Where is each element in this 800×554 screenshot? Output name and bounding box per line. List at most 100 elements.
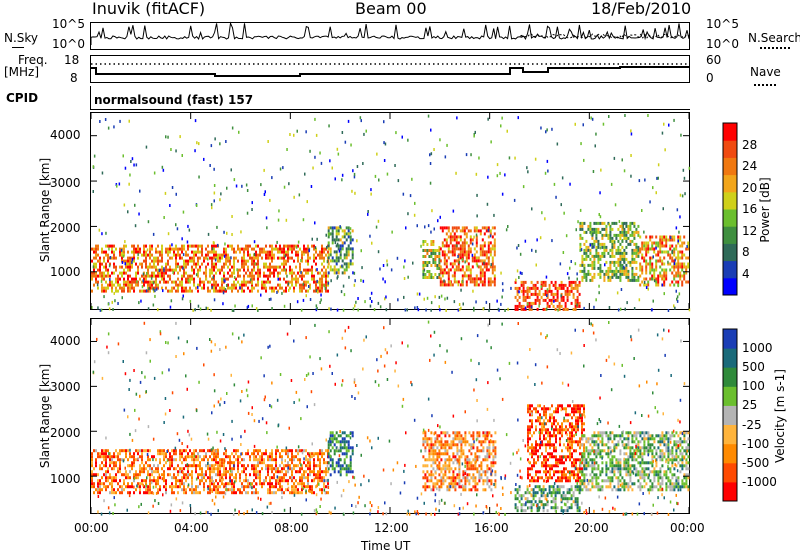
- echo-cell-0-0: [303, 280, 305, 284]
- echo-cell-0-4: [556, 295, 559, 299]
- echo-cell-0-0: [123, 259, 125, 263]
- echo-cell-0-5: [599, 230, 602, 234]
- echo-cell-1-0: [99, 485, 101, 489]
- echo-cell-1-4: [529, 452, 531, 456]
- scatter-point-0: [130, 160, 132, 163]
- echo-cell-1-3: [530, 503, 533, 507]
- echo-cell-1-2: [458, 473, 461, 477]
- echo-cell-0-0: [165, 247, 167, 251]
- scatter-point-0: [276, 240, 278, 244]
- echo-cell-1-0: [229, 464, 231, 468]
- echo-cell-0-3: [487, 262, 490, 266]
- echo-cell-1-4: [551, 476, 553, 480]
- scatter-point-0: [384, 280, 386, 284]
- echo-cell-1-4: [537, 416, 539, 420]
- echo-cell-1-0: [289, 476, 291, 480]
- echo-cell-1-2: [444, 461, 447, 465]
- echo-cell-1-2: [494, 452, 497, 456]
- scatter-point-0: [595, 298, 597, 302]
- echo-cell-1-2: [468, 464, 471, 468]
- echo-cell-0-6: [641, 253, 644, 257]
- echo-cell-0-0: [315, 250, 317, 254]
- echo-cell-1-4: [535, 470, 537, 474]
- echo-cell-0-3: [485, 265, 488, 269]
- scatter-point-0: [676, 208, 679, 212]
- echo-cell-1-0: [287, 452, 289, 456]
- echo-cell-1-4: [529, 407, 531, 411]
- scatter-point-0: [186, 240, 189, 244]
- echo-cell-0-0: [93, 262, 95, 266]
- echo-cell-0-4: [554, 298, 557, 302]
- scatter-point-0: [446, 143, 448, 147]
- echo-cell-0-0: [317, 271, 319, 275]
- echo-cell-1-3: [572, 491, 575, 495]
- echo-cell-0-0: [147, 283, 149, 287]
- echo-cell-1-4: [561, 434, 563, 438]
- scatter-point-0: [452, 209, 455, 213]
- echo-cell-1-0: [105, 476, 107, 480]
- echo-cell-1-0: [293, 488, 295, 492]
- echo-cell-0-5: [631, 248, 634, 252]
- scatter-point-0: [472, 289, 474, 293]
- scatter-point-0: [198, 142, 200, 146]
- echo-cell-0-0: [127, 250, 129, 254]
- echo-cell-1-0: [181, 470, 183, 474]
- echo-cell-1-0: [247, 485, 249, 489]
- echo-cell-1-0: [181, 488, 183, 492]
- echo-cell-1-0: [221, 482, 223, 486]
- echo-cell-1-3: [576, 497, 579, 501]
- echo-cell-0-0: [123, 280, 125, 284]
- scatter-point-0: [113, 125, 115, 129]
- echo-cell-1-0: [285, 464, 287, 468]
- echo-cell-1-4: [537, 443, 539, 447]
- echo-cell-0-4: [560, 304, 563, 308]
- echo-cell-1-0: [159, 458, 161, 462]
- scatter-point-0: [152, 281, 155, 285]
- echo-cell-1-4: [539, 434, 541, 438]
- echo-cell-1-0: [277, 488, 279, 492]
- echo-cell-1-0: [141, 467, 143, 471]
- echo-cell-0-3: [443, 268, 446, 272]
- echo-cell-1-4: [543, 407, 545, 411]
- echo-cell-1-0: [101, 467, 103, 471]
- echo-cell-0-5: [597, 245, 600, 249]
- echo-cell-1-4: [531, 455, 533, 459]
- echo-cell-1-0: [287, 479, 289, 483]
- echo-cell-1-0: [245, 491, 247, 495]
- scatter-point-0: [417, 308, 420, 312]
- echo-cell-1-2: [452, 443, 455, 447]
- echo-cell-0-0: [323, 271, 325, 275]
- echo-cell-0-0: [323, 256, 325, 260]
- echo-cell-0-0: [135, 271, 137, 275]
- echo-cell-1-0: [165, 452, 167, 456]
- echo-cell-1-0: [209, 464, 211, 468]
- echo-cell-0-4: [530, 286, 533, 290]
- echo-cell-1-0: [139, 449, 141, 453]
- echo-cell-1-0: [313, 470, 315, 474]
- echo-cell-0-1: [341, 235, 344, 239]
- echo-cell-1-2: [422, 476, 425, 480]
- echo-cell-0-0: [247, 244, 249, 248]
- echo-cell-0-0: [301, 289, 303, 293]
- echo-cell-0-0: [323, 259, 325, 263]
- echo-cell-1-3: [576, 506, 579, 510]
- echo-cell-1-3: [562, 509, 565, 513]
- echo-cell-1-4: [567, 470, 569, 474]
- echo-cell-0-5: [631, 239, 634, 243]
- echo-cell-0-0: [109, 283, 111, 287]
- echo-cell-1-4: [549, 437, 551, 441]
- echo-cell-0-0: [257, 265, 259, 269]
- scatter-point-0: [210, 203, 213, 207]
- echo-cell-1-1: [339, 449, 342, 453]
- echo-cell-1-2: [484, 437, 487, 441]
- echo-cell-1-0: [307, 458, 309, 462]
- echo-cell-0-5: [593, 275, 596, 279]
- echo-cell-1-2: [468, 431, 471, 435]
- echo-cell-1-4: [563, 473, 565, 477]
- echo-cell-1-3: [564, 494, 567, 498]
- echo-cell-0-5: [629, 239, 632, 243]
- scatter-point-0: [621, 158, 623, 162]
- echo-cell-0-0: [97, 244, 99, 248]
- echo-cell-1-4: [547, 443, 549, 447]
- echo-cell-1-0: [323, 461, 325, 465]
